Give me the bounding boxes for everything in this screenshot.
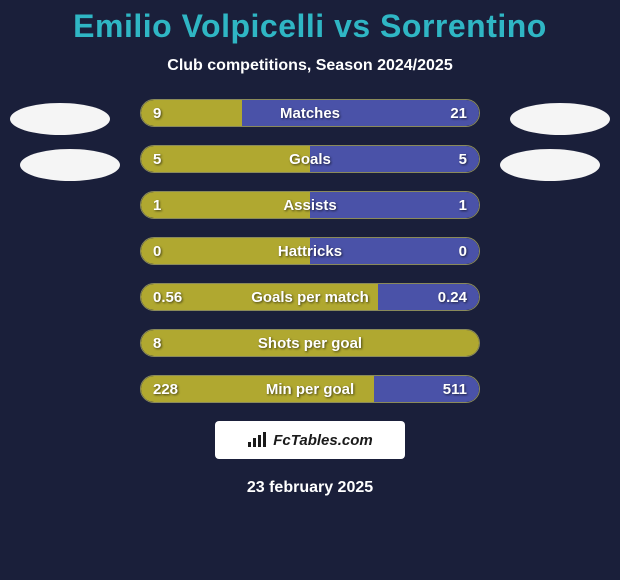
stat-row: 921Matches: [140, 99, 480, 127]
logo-text: FcTables.com: [273, 432, 372, 449]
stat-label: Shots per goal: [141, 330, 479, 356]
avatar-player2-bottom: [500, 149, 600, 181]
stat-row: 8Shots per goal: [140, 329, 480, 357]
avatar-player1-bottom: [20, 149, 120, 181]
bars-wrapper: 921Matches 55Goals 11Assists 00Hattricks 0.5…: [140, 99, 480, 403]
logo-badge: FcTables.com: [215, 421, 405, 459]
stat-row: 228511Min per goal: [140, 375, 480, 403]
footer-date: 23 february 2025: [0, 479, 620, 497]
subtitle: Club competitions, Season 2024/2025: [0, 57, 620, 75]
stat-row: 11Assists: [140, 191, 480, 219]
stat-label: Hattricks: [141, 238, 479, 264]
page-title: Emilio Volpicelli vs Sorrentino: [0, 8, 620, 45]
chart-icon: [247, 432, 267, 448]
stat-label: Assists: [141, 192, 479, 218]
stat-label: Matches: [141, 100, 479, 126]
stat-label: Goals per match: [141, 284, 479, 310]
avatar-player2-top: [510, 103, 610, 135]
stat-row: 00Hattricks: [140, 237, 480, 265]
stat-row: 0.560.24Goals per match: [140, 283, 480, 311]
stats-area: 921Matches 55Goals 11Assists 00Hattricks 0.5…: [0, 99, 620, 403]
stat-label: Goals: [141, 146, 479, 172]
stat-row: 55Goals: [140, 145, 480, 173]
container: Emilio Volpicelli vs Sorrentino Club com…: [0, 0, 620, 580]
avatar-player1-top: [10, 103, 110, 135]
stat-label: Min per goal: [141, 376, 479, 402]
